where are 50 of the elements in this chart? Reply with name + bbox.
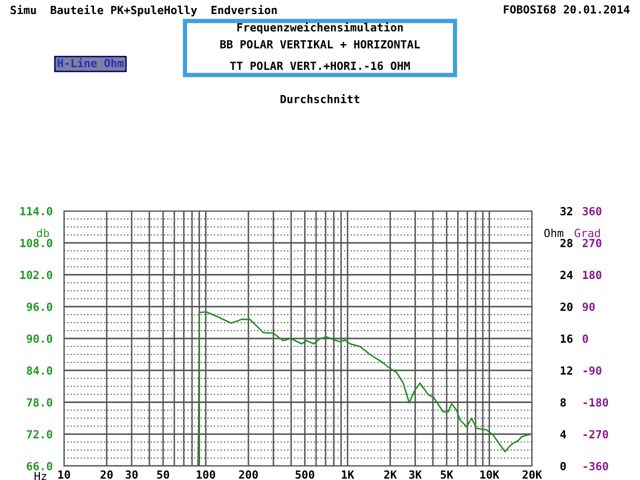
text: Simu Bauteile PK+SpuleHolly Endversion — [10, 5, 277, 16]
y-tick-label: 78.0 — [26, 398, 52, 407]
y3-tick-label: -180 — [584, 398, 608, 407]
y3-tick-label: -270 — [584, 430, 608, 439]
x-tick-label: 20 — [100, 470, 113, 479]
y-tick-label: 102.0 — [20, 270, 52, 280]
text: Durchschnitt — [280, 94, 360, 104]
x-tick-label: 200 — [239, 470, 258, 479]
y2-tick-label: 8 — [560, 398, 566, 407]
y3-tick-label: 360 — [582, 206, 602, 216]
x-tick-label: 500 — [296, 470, 314, 479]
y2-tick-label: 0 — [560, 462, 566, 470]
y2-tick-label: 12 — [560, 366, 572, 375]
chart-title: Frequenzweichensimulation — [237, 22, 403, 34]
y2-tick-label: 16 — [560, 334, 573, 343]
x-tick-label: 20K — [522, 470, 542, 479]
y3-tick-label: 0 — [582, 334, 588, 343]
y-tick-label: 72.0 — [26, 430, 52, 439]
x-tick-label: 50 — [157, 470, 170, 479]
x-tick-label: 100 — [196, 470, 216, 479]
x-tick-label: 1K — [342, 470, 354, 479]
y2-tick-label: 24 — [560, 270, 573, 279]
text: H-Line Ohm — [58, 58, 124, 68]
y2-tick-label: 32 — [560, 206, 572, 216]
y3-tick-label: 180 — [583, 270, 602, 280]
y-tick-label: 96.0 — [26, 302, 52, 312]
y2-tick-label: 4 — [560, 430, 566, 438]
y3-tick-label: -90 — [584, 366, 602, 375]
y2-axis-title: Ohm — [544, 228, 564, 238]
x-tick-label: 30 — [126, 470, 138, 479]
x-tick-label: 5K — [440, 470, 454, 479]
y-tick-label: 108.0 — [20, 238, 52, 248]
text: FOBOSI68 20.01.2014 — [504, 5, 630, 14]
y2-tick-label: 20 — [560, 302, 572, 312]
y3-tick-label: 270 — [582, 238, 602, 248]
x-tick-label: 3K — [409, 470, 422, 479]
x-axis-title: Hz — [34, 472, 46, 480]
x-tick-label: 10 — [58, 470, 70, 479]
y-tick-label: 66.0 — [26, 462, 52, 470]
y3-tick-label: -360 — [584, 462, 608, 470]
chart-subtitle: BB POLAR VERTIKAL + HORIZONTAL TT POLAR VERT.+HORI.-16 OHM — [220, 40, 420, 70]
x-tick-label: 2K — [384, 470, 397, 479]
y3-tick-label: 90 — [582, 302, 595, 312]
y-tick-label: 114.0 — [20, 206, 52, 216]
x-tick-label: 10K — [480, 470, 500, 479]
y2-tick-label: 28 — [560, 238, 572, 248]
y-tick-label: 84.0 — [26, 366, 52, 375]
y-axis-title: db — [36, 228, 49, 238]
y-tick-label: 90.0 — [26, 334, 52, 343]
y3-axis-title: Grad — [574, 228, 600, 238]
